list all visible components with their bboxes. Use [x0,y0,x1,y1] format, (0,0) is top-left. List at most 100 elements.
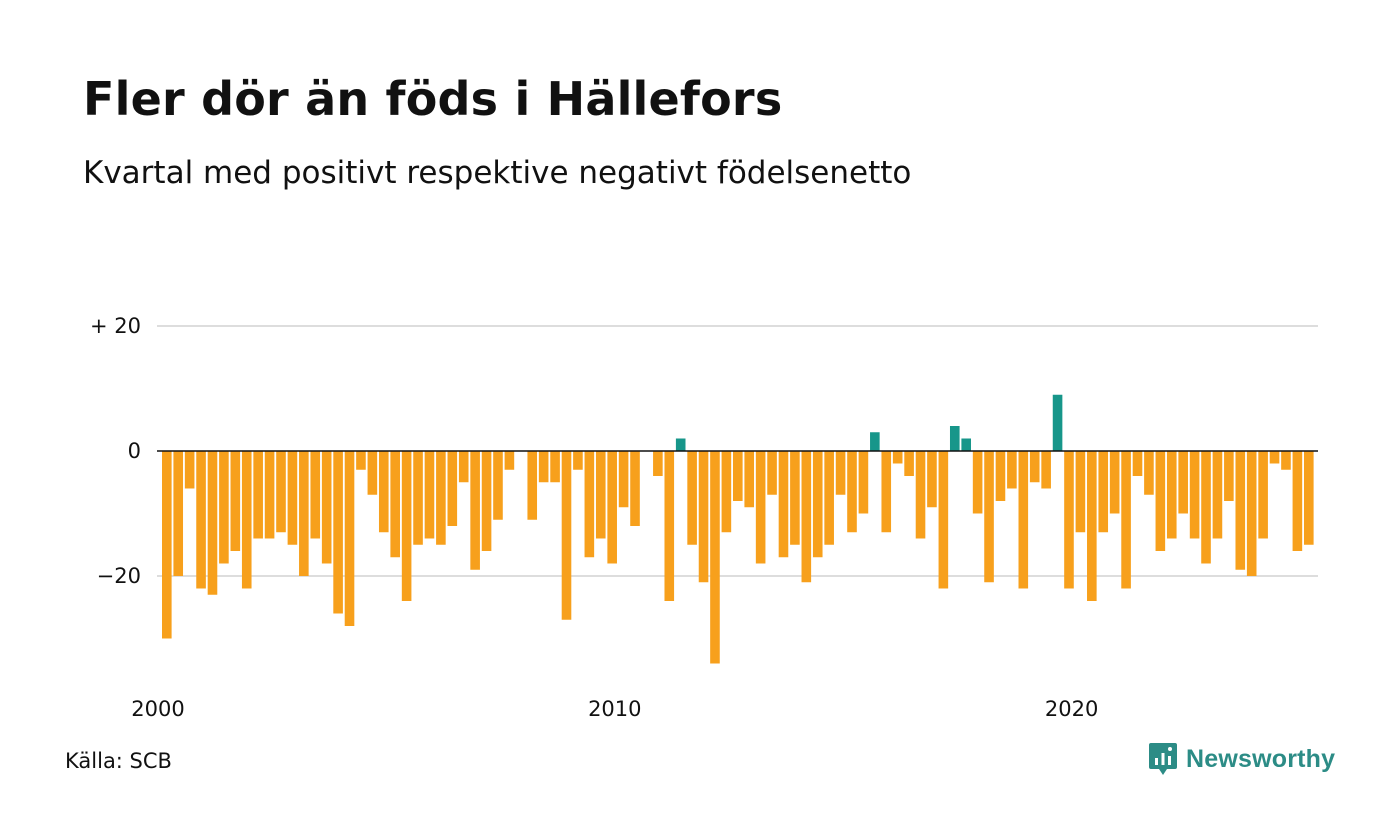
chart-subtitle: Kvartal med positivt respektive negativt… [83,155,912,191]
y-tick-label: + 20 [90,314,141,338]
bar [1304,451,1314,545]
bar [527,451,538,520]
chart-title: Fler dör än föds i Hällefors [83,72,783,126]
bar [162,451,172,639]
bar [1292,451,1303,551]
bar [892,451,903,464]
bar [356,451,366,470]
bar [470,451,480,570]
bar [367,451,378,495]
bar [321,451,332,564]
source-note: Källa: SCB [65,749,172,773]
bar [1212,451,1223,539]
x-axis-labels: 2000 2010 2020 [131,697,1098,721]
bar [1269,451,1280,464]
bar [436,451,446,545]
bar [219,451,229,564]
bar [1087,451,1097,601]
bar [584,451,595,558]
bar [1224,451,1234,501]
bar [630,451,640,526]
bar [287,451,298,545]
bar [984,451,994,583]
bar [299,451,309,576]
bar [173,451,184,576]
bar [949,426,960,451]
bar [1041,451,1051,489]
bar [458,451,469,483]
bar [744,451,755,508]
bar [812,451,823,558]
x-tick-label: 2000 [131,697,184,721]
bar [378,451,389,533]
bar [1178,451,1188,514]
bar [664,451,675,601]
bar [824,451,834,545]
x-tick-label: 2020 [1045,697,1098,721]
brand-logo: Newsworthy [1148,741,1335,777]
bar [344,451,355,626]
bar [561,451,572,620]
bar [196,451,206,589]
bar [504,451,515,470]
bar [618,451,629,508]
bar [230,451,241,551]
bar [675,438,686,451]
bar [538,451,549,483]
bar [264,451,275,539]
brand-name: Newsworthy [1186,744,1336,773]
bar [550,451,560,483]
bar [595,451,606,539]
bar [721,451,732,533]
bar [870,432,880,451]
bar [710,451,720,664]
bar [207,451,218,595]
bar [767,451,777,495]
bar [972,451,983,514]
bar [184,451,195,489]
bar [1064,451,1074,589]
bar [1166,451,1177,539]
bar [333,451,343,614]
bar [493,451,503,520]
bar [573,451,583,470]
bar [1029,451,1040,483]
bar [915,451,926,539]
bar [1281,451,1291,470]
bar [447,451,458,526]
bar [253,451,263,539]
bar [481,451,492,551]
bar [1155,451,1166,551]
bar [687,451,697,545]
bar [698,451,709,583]
bar [733,451,743,501]
bar [401,451,412,601]
y-axis-labels: + 20 0 −20 [90,314,141,588]
bar [1098,451,1109,533]
y-tick-label: 0 [128,439,141,463]
x-tick-label: 2010 [588,697,641,721]
bar [1052,394,1063,451]
bar [607,451,617,564]
bar [1235,451,1246,570]
bar [790,451,800,545]
bar [1018,451,1029,589]
bar [390,451,400,558]
bar [835,451,846,495]
newsworthy-logo-icon [1149,743,1177,775]
bar [847,451,857,533]
bar [413,451,423,545]
bar [1246,451,1257,576]
bar [961,438,971,451]
bar [858,451,869,514]
bar [310,451,321,539]
bar [1201,451,1211,564]
bar [424,451,435,539]
bar [1258,451,1268,539]
bar [1132,451,1143,476]
bar [881,451,892,533]
bar [755,451,766,564]
bar [938,451,949,589]
bars-layer [162,394,1314,664]
